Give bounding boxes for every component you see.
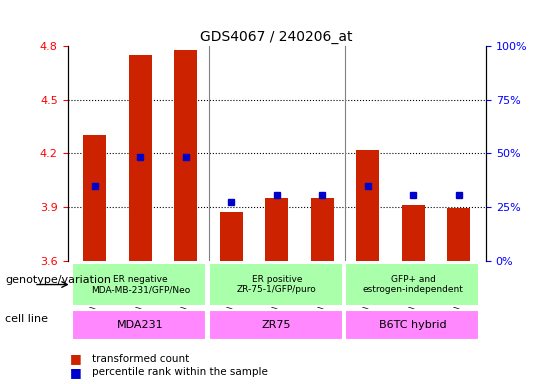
Bar: [447, 208, 470, 261]
FancyBboxPatch shape: [72, 263, 206, 306]
FancyBboxPatch shape: [345, 263, 479, 306]
FancyBboxPatch shape: [345, 310, 479, 340]
Text: ■: ■: [70, 353, 82, 366]
FancyBboxPatch shape: [208, 310, 343, 340]
Text: ZR75: ZR75: [262, 320, 292, 330]
Bar: [311, 198, 334, 261]
FancyBboxPatch shape: [208, 263, 343, 306]
Bar: [356, 150, 379, 261]
Text: transformed count: transformed count: [92, 354, 189, 364]
Text: cell line: cell line: [5, 314, 49, 324]
Bar: [174, 50, 197, 261]
Bar: [220, 212, 242, 261]
Bar: [265, 198, 288, 261]
Text: GFP+ and
estrogen-independent: GFP+ and estrogen-independent: [363, 275, 464, 294]
Title: GDS4067 / 240206_at: GDS4067 / 240206_at: [200, 30, 353, 44]
Bar: [402, 205, 424, 261]
Text: MDA231: MDA231: [117, 320, 164, 330]
Text: ER negative
MDA-MB-231/GFP/Neo: ER negative MDA-MB-231/GFP/Neo: [91, 275, 190, 294]
Text: ER positive
ZR-75-1/GFP/puro: ER positive ZR-75-1/GFP/puro: [237, 275, 316, 294]
Bar: [83, 136, 106, 261]
Text: ■: ■: [70, 366, 82, 379]
Bar: [129, 55, 152, 261]
FancyBboxPatch shape: [72, 310, 206, 340]
Text: percentile rank within the sample: percentile rank within the sample: [92, 367, 268, 377]
Text: B6TC hybrid: B6TC hybrid: [380, 320, 447, 330]
Text: genotype/variation: genotype/variation: [5, 275, 111, 285]
